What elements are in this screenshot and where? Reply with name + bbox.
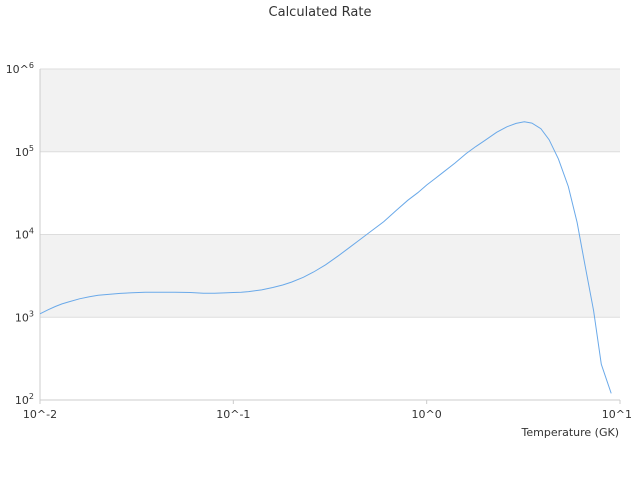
x-tick-label: 10^0 [412,408,442,421]
y-tick-exponent: 6 [29,61,34,70]
y-tick-exponent: 4 [29,227,34,236]
y-tick-label: 102 [15,392,34,407]
grid-bands [40,69,620,318]
x-axis-label: Temperature (GK) [521,426,620,439]
y-tick-label: 105 [15,144,34,159]
x-tick-label: 10^-2 [23,408,57,421]
y-tick-label: 104 [15,227,34,242]
y-tick-base: 10 [15,146,29,159]
y-tick-exponent: 5 [29,144,34,153]
y-tick-base: 10 [15,229,29,242]
x-tick-label: 10^-1 [216,408,250,421]
grid-band [40,234,620,318]
y-tick-label: 10^6 [6,61,34,76]
chart-title: Calculated Rate [269,5,372,20]
y-tick-exponent: 3 [29,309,34,318]
y-tick-base: 10 [15,311,29,324]
x-tick-label: 10^1 [602,408,632,421]
x-axis-ticks: 10^-2 10^-1 10^0 10^1 [23,400,632,421]
y-tick-label: 103 [15,309,34,324]
y-tick-base: 10 [15,394,29,407]
axes [39,69,620,401]
y-tick-exponent: 2 [29,392,34,401]
grid-band [40,69,620,152]
rate-series-line [39,121,612,394]
y-tick-base: 10^ [6,63,29,76]
